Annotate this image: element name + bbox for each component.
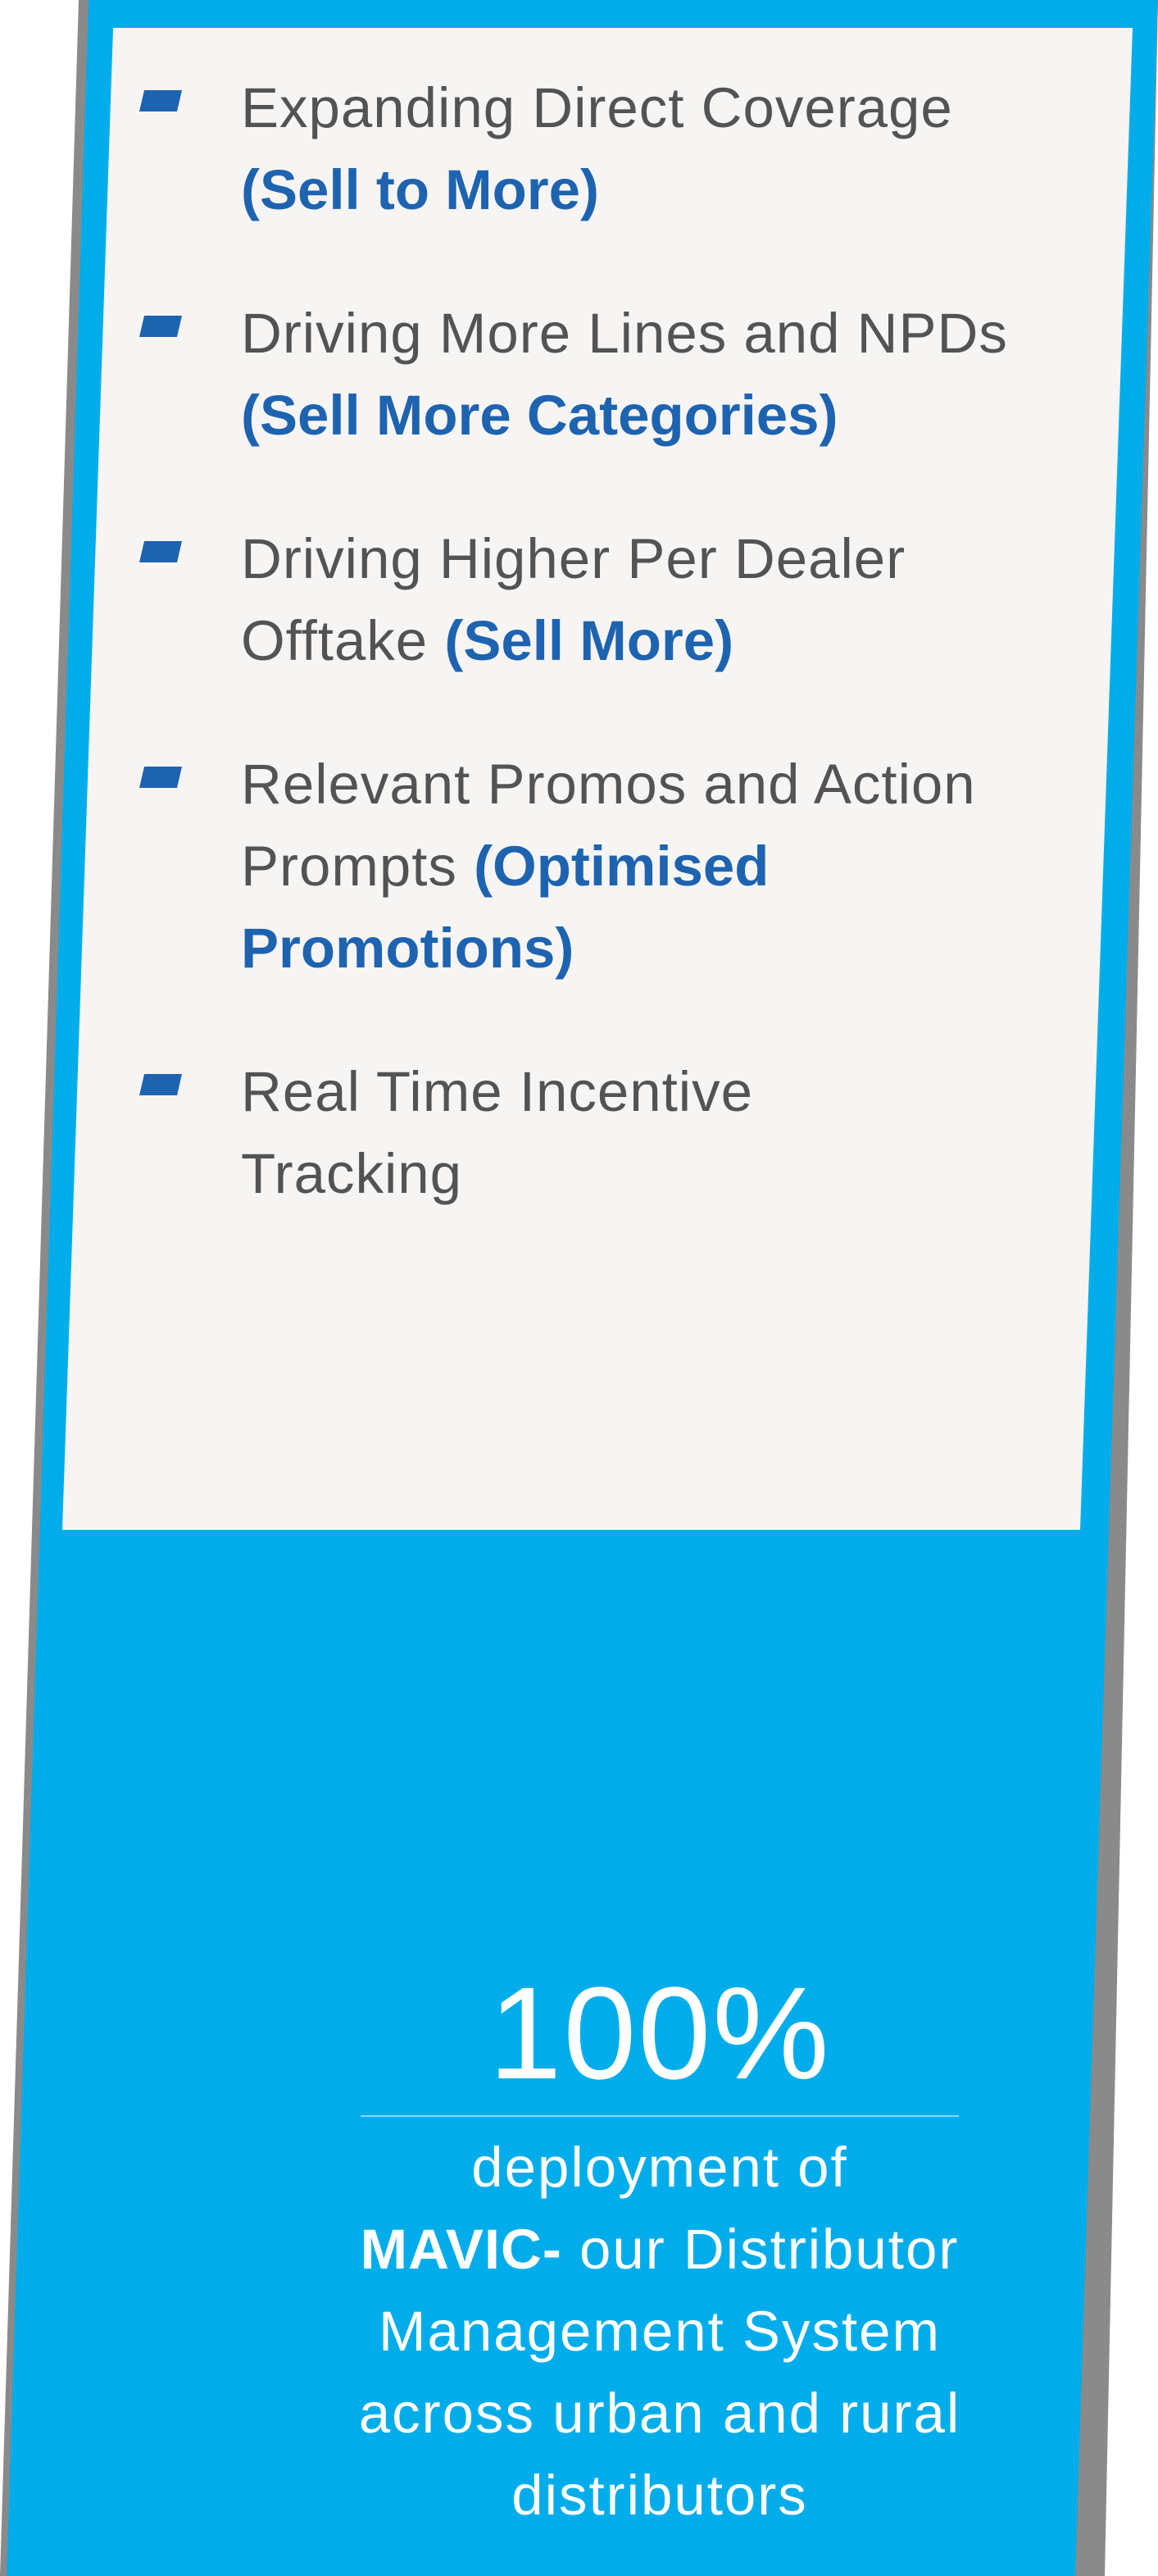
item-label: Driving More Lines and NPDs bbox=[241, 302, 1008, 365]
stat-divider bbox=[361, 2115, 959, 2117]
dash-bullet-icon bbox=[139, 541, 182, 562]
dash-bullet-icon bbox=[139, 316, 182, 337]
stat-description: deployment of MAVIC- our Distributor Man… bbox=[328, 2127, 992, 2537]
item-label: Real Time Incentive Tracking bbox=[241, 1060, 753, 1205]
item-highlight: (Optimised Promotions) bbox=[241, 835, 770, 980]
list-item-text: Driving Higher Per Dealer Offtake (Sell … bbox=[241, 518, 1060, 682]
item-label: Driving Higher Per Dealer Offtake bbox=[241, 527, 906, 672]
item-highlight: (Sell to More) bbox=[241, 158, 600, 221]
item-highlight: (Sell More) bbox=[444, 609, 734, 672]
item-highlight: (Sell More Categories) bbox=[241, 384, 838, 447]
brand-name: MAVIC- bbox=[360, 2218, 562, 2281]
content-card bbox=[62, 28, 1133, 1530]
dash-bullet-icon bbox=[139, 767, 182, 788]
stat-line: Management System bbox=[379, 2300, 941, 2363]
deployment-stat: 100% deployment of MAVIC- our Distributo… bbox=[328, 1951, 992, 2537]
item-label: Relevant Promos and Action Prompts bbox=[241, 753, 976, 898]
list-item-text: Relevant Promos and Action Prompts (Opti… bbox=[241, 744, 1060, 990]
dash-bullet-icon bbox=[139, 90, 182, 112]
stat-line: across urban and rural bbox=[358, 2382, 961, 2445]
dash-bullet-icon bbox=[139, 1074, 182, 1095]
list-item-text: Expanding Direct Coverage (Sell to More) bbox=[241, 67, 1060, 231]
stat-line: distributors bbox=[511, 2464, 808, 2527]
stat-line: MAVIC- our Distributor bbox=[328, 2209, 992, 2291]
list-item-text: Real Time Incentive Tracking bbox=[241, 1051, 815, 1215]
stat-value: 100% bbox=[488, 1959, 831, 2106]
item-label: Expanding Direct Coverage bbox=[241, 76, 953, 139]
stat-line: deployment of bbox=[471, 2136, 848, 2199]
list-item-text: Driving More Lines and NPDs (Sell More C… bbox=[241, 293, 1060, 457]
stat-line-rest: our Distributor bbox=[579, 2218, 960, 2281]
